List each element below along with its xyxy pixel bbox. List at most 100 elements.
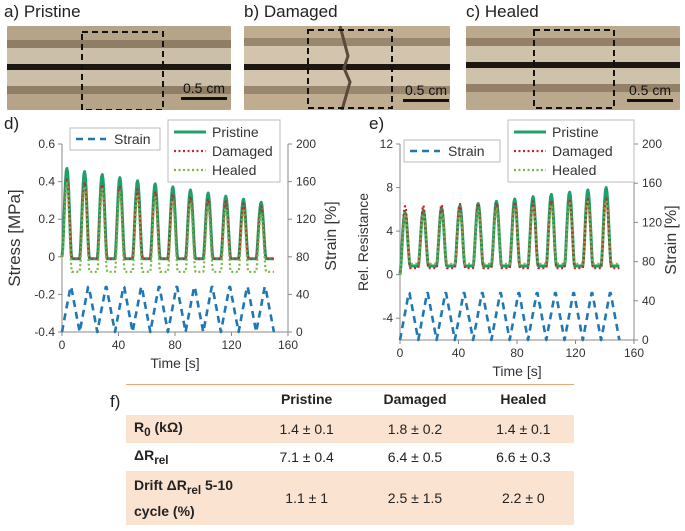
legend-label-strain: Strain xyxy=(448,143,485,159)
scale-bar-a: 0.5 cm xyxy=(179,80,229,100)
scale-bar-c: 0.5 cm xyxy=(624,82,676,102)
table-header-cell xyxy=(126,384,256,415)
legend-label-pristine: Pristine xyxy=(552,124,599,140)
y-axis-label: Rel. Resistance xyxy=(355,193,371,291)
series-line-strain xyxy=(398,291,621,342)
y-tick-label: 0.2 xyxy=(38,212,55,226)
series-line-healed xyxy=(398,199,620,275)
table-cell: 7.1 ± 0.4 xyxy=(279,449,334,465)
x-tick-label: 120 xyxy=(221,338,241,352)
scale-bar-b: 0.5 cm xyxy=(400,82,452,102)
y2-tick-label: 200 xyxy=(296,137,316,151)
y-tick-label: 8 xyxy=(386,181,393,195)
scale-bar-line xyxy=(181,97,227,100)
x-axis-label: Time [s] xyxy=(492,363,541,379)
y2-axis-label: Strain [%] xyxy=(663,205,680,274)
y-axis-label: Stress [MPa] xyxy=(5,189,24,286)
table-cell: 1.4 ± 0.1 xyxy=(472,415,574,443)
table-header-cell: Damaged xyxy=(357,384,473,415)
panel-label-f: f) xyxy=(110,392,121,411)
row-header-r0: R0 (kΩ) xyxy=(126,415,256,443)
row-label: ΔR xyxy=(134,447,155,464)
panel-label-b: b) Damaged xyxy=(244,2,338,21)
y2-tick-label: 80 xyxy=(642,255,656,269)
y-tick-label: -4 xyxy=(382,311,393,325)
legend-label-healed: Healed xyxy=(552,162,596,178)
legend-box xyxy=(167,119,281,183)
row-label: Drift ΔR xyxy=(134,477,187,494)
y-tick-label: 0 xyxy=(48,250,55,264)
y2-tick-label: 160 xyxy=(642,176,662,190)
row-label-unit: 5-10 cycle (%) xyxy=(134,477,234,519)
y2-tick-label: 120 xyxy=(642,215,662,229)
row-label-subscript: 0 xyxy=(144,425,151,439)
y-tick-label: -0.4 xyxy=(34,325,55,339)
y2-tick-label: 0 xyxy=(296,325,303,339)
x-tick-label: 120 xyxy=(565,346,585,360)
row-header-drift: Drift ΔRrel 5-10 cycle (%) xyxy=(126,471,256,525)
series-line-strain xyxy=(60,285,276,334)
x-tick-label: 160 xyxy=(624,346,644,360)
x-tick-label: 80 xyxy=(168,338,182,352)
photo-damaged xyxy=(244,26,450,110)
x-tick-label: 40 xyxy=(452,346,466,360)
panel-label-a: a) Pristine xyxy=(4,2,81,21)
photo-pristine xyxy=(7,26,231,110)
y2-tick-label: 80 xyxy=(296,250,310,264)
table-header-row: Pristine Damaged Healed xyxy=(126,384,574,415)
y-tick-label: 0.4 xyxy=(38,175,55,189)
photo-healed xyxy=(466,26,680,110)
table-row: Drift ΔRrel 5-10 cycle (%) 1.1 ± 1 2.5 ±… xyxy=(126,471,574,525)
x-tick-label: 0 xyxy=(59,338,66,352)
y-tick-label: 0 xyxy=(386,268,393,282)
series-line-damaged xyxy=(60,178,275,260)
y2-axis-label: Strain [%] xyxy=(323,201,340,270)
row-header-delta-r: ΔRrel xyxy=(126,443,256,471)
panel-label-e: e) xyxy=(369,114,385,133)
table-cell: 6.4 ± 0.5 xyxy=(387,449,443,465)
table-cell: 2.5 ± 1.5 xyxy=(357,471,473,525)
legend-label-healed: Healed xyxy=(212,162,256,178)
y2-tick-label: 160 xyxy=(296,175,316,189)
scale-bar-line xyxy=(627,99,673,102)
scale-bar-text: 0.5 cm xyxy=(182,80,225,96)
table-cell: 1.8 ± 0.2 xyxy=(357,415,473,443)
row-label-subscript: rel xyxy=(186,483,202,497)
legend-label-pristine: Pristine xyxy=(212,124,259,140)
table-cell: 1.4 ± 0.1 xyxy=(256,415,358,443)
panel-label-c: c) Healed xyxy=(466,2,539,21)
row-label-subscript: rel xyxy=(154,453,169,467)
y2-tick-label: 40 xyxy=(642,294,656,308)
legend-strain-box xyxy=(403,139,501,163)
x-tick-label: 160 xyxy=(278,338,298,352)
y2-tick-label: 120 xyxy=(296,212,316,226)
table-header-cell: Healed xyxy=(472,384,574,415)
table-header-cell: Pristine xyxy=(256,384,358,415)
y-tick-label: 4 xyxy=(386,224,393,238)
legend-label-strain: Strain xyxy=(114,131,151,147)
y2-tick-label: 200 xyxy=(642,137,662,151)
table-row: ΔRrel 7.1 ± 0.4 6.4 ± 0.5 6.6 ± 0.3 xyxy=(126,443,574,471)
x-tick-label: 80 xyxy=(510,346,524,360)
legend-label-damaged: Damaged xyxy=(212,143,273,159)
scale-bar-text: 0.5 cm xyxy=(404,82,447,98)
row-label-unit: (kΩ) xyxy=(150,419,183,436)
x-tick-label: 40 xyxy=(112,338,126,352)
table-cell: 6.6 ± 0.3 xyxy=(496,449,551,465)
scale-bar-text: 0.5 cm xyxy=(628,82,671,98)
y-tick-label: 0.6 xyxy=(38,137,55,151)
row-label: R xyxy=(134,419,145,436)
table-cell: 1.1 ± 1 xyxy=(256,471,358,525)
legend-strain-box xyxy=(69,127,161,151)
legend-label-damaged: Damaged xyxy=(552,143,613,159)
panel-label-d: d) xyxy=(4,114,20,133)
x-tick-label: 0 xyxy=(397,346,404,360)
y-tick-label: 12 xyxy=(380,137,394,151)
y-tick-label: -0.2 xyxy=(34,287,55,301)
table-cell: 2.2 ± 0 xyxy=(472,471,574,525)
y2-tick-label: 0 xyxy=(642,333,649,347)
properties-table: Pristine Damaged Healed R0 (kΩ) 1.4 ± 0.… xyxy=(126,384,574,525)
scale-bar-line xyxy=(403,99,449,102)
table-row: R0 (kΩ) 1.4 ± 0.1 1.8 ± 0.2 1.4 ± 0.1 xyxy=(126,415,574,443)
